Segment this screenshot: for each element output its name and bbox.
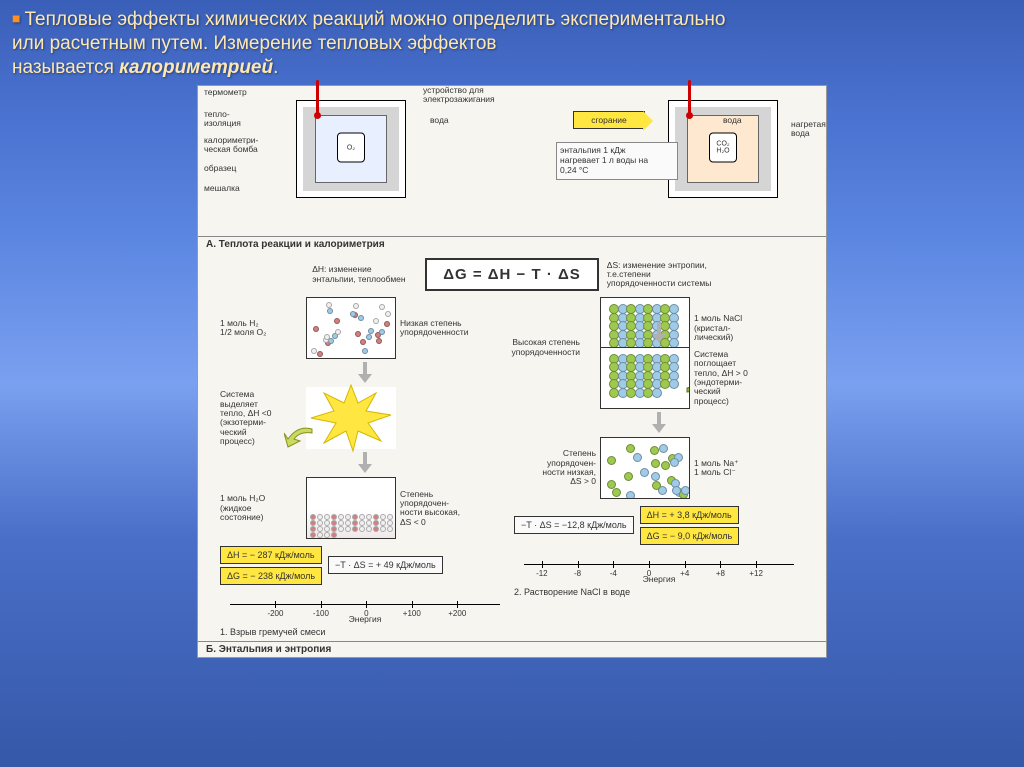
ds-definition: ΔS: изменение энтропии, т.е.степени упор… bbox=[607, 261, 712, 289]
r-step3-l: 1 моль Na⁺ 1 моль Cl⁻ bbox=[694, 459, 794, 478]
label-ignition: устройство для электрозажигания bbox=[423, 86, 495, 104]
l-step1-left: 1 моль H₂ 1/2 моля O₂ bbox=[220, 319, 302, 338]
dh-definition: ΔH: изменение энтальпии, теплообмен bbox=[312, 265, 417, 284]
combustion-arrow: сгорание bbox=[573, 111, 645, 129]
label-sample: образец bbox=[204, 164, 236, 173]
header-line1: Тепловые эффекты химических реакций можн… bbox=[24, 9, 725, 30]
left-column: 1 моль H₂ 1/2 моля O₂ Низкая степень упо… bbox=[220, 297, 510, 637]
l-results: ΔH = − 287 кДж/моль ΔG = − 238 кДж/моль … bbox=[220, 546, 510, 585]
l-axis: Энергия-200-1000+100+200 bbox=[220, 594, 510, 622]
l-dg: ΔG = − 238 кДж/моль bbox=[220, 567, 322, 585]
l-caption: 1. Взрыв гремучей смеси bbox=[220, 627, 510, 637]
down-arrow-icon bbox=[652, 412, 666, 434]
down-arrow-icon bbox=[358, 452, 372, 474]
section-b-title: Б. Энтальпия и энтропия bbox=[198, 641, 826, 657]
thermometer-icon-2 bbox=[688, 80, 691, 116]
l-step3-left: 1 моль H₂O (жидкое состояние) bbox=[220, 494, 302, 522]
section-a: O₂ CO₂ H₂O термометр тепло- изоляция кал… bbox=[198, 86, 826, 236]
label-water-r: вода bbox=[723, 116, 742, 125]
r-step2-l: Система поглощает тепло, ΔH > 0 (эндотер… bbox=[694, 350, 794, 406]
r-results: −T · ΔS = −12,8 кДж/моль ΔH = + 3,8 кДж/… bbox=[514, 506, 804, 545]
l-dh: ΔH = − 287 кДж/моль bbox=[220, 546, 322, 564]
thermometer-icon bbox=[316, 80, 319, 116]
l-step3-right: Степень упорядочен- ности высокая, ΔS < … bbox=[400, 490, 500, 527]
bomb-products: CO₂ H₂O bbox=[709, 133, 737, 163]
header-paragraph: ■Тепловые эффекты химических реакций мож… bbox=[0, 0, 1024, 83]
down-arrow-icon bbox=[652, 322, 666, 344]
section-b: ΔH: изменение энтальпии, теплообмен ΔG =… bbox=[198, 252, 826, 641]
label-water-l: вода bbox=[430, 116, 449, 125]
r-dh: ΔH = + 3,8 кДж/моль bbox=[640, 506, 740, 524]
down-arrow-icon bbox=[358, 362, 372, 384]
header-line3b: . bbox=[273, 57, 278, 78]
r-dg: ΔG = − 9,0 кДж/моль bbox=[640, 527, 740, 545]
header-line2: или расчетным путем. Измерение тепловых … bbox=[12, 33, 497, 54]
r-caption: 2. Растворение NaCl в воде bbox=[514, 587, 804, 597]
right-column: 1 моль NaCl (кристал- лический) Высокая … bbox=[514, 297, 804, 637]
l-box3 bbox=[306, 477, 396, 539]
label-thermometer: термометр bbox=[204, 88, 247, 97]
curve-arrow-right bbox=[685, 384, 690, 408]
r-step1-r: Высокая степень упорядоченности bbox=[498, 338, 580, 357]
l-ts: −T · ΔS = + 49 кДж/моль bbox=[328, 556, 443, 574]
bullet-icon: ■ bbox=[12, 10, 20, 26]
label-stirrer: мешалка bbox=[204, 184, 240, 193]
section-a-title: А. Теплота реакции и калориметрия bbox=[198, 236, 826, 252]
gibbs-equation: ΔG = ΔH − T · ΔS bbox=[425, 258, 599, 291]
explosion-icon bbox=[306, 383, 396, 453]
header-line3-em: калориметрией bbox=[119, 57, 273, 78]
label-insulation: тепло- изоляция bbox=[204, 110, 241, 128]
equation-row: ΔH: изменение энтальпии, теплообмен ΔG =… bbox=[202, 258, 822, 291]
r-step3-r: Степень упорядочен- ности низкая, ΔS > 0 bbox=[514, 449, 596, 486]
r-ts: −T · ΔS = −12,8 кДж/моль bbox=[514, 516, 634, 534]
diagram-panel: O₂ CO₂ H₂O термометр тепло- изоляция кал… bbox=[197, 85, 827, 658]
calorimeter-before: O₂ bbox=[286, 88, 416, 198]
label-bomb: калориметри- ческая бомба bbox=[204, 136, 258, 154]
l-box2 bbox=[306, 387, 396, 449]
l-box1 bbox=[306, 297, 396, 359]
bomb-o2: O₂ bbox=[337, 133, 365, 163]
l-step1-right: Низкая степень упорядоченности bbox=[400, 319, 500, 338]
enthalpy-note: энтальпия 1 кДж нагревает 1 л воды на 0,… bbox=[556, 142, 678, 179]
curve-arrow-left bbox=[284, 425, 314, 449]
r-box3 bbox=[600, 437, 690, 499]
label-heated: нагретая вода bbox=[791, 120, 826, 138]
r-axis: Энергия-12-8-40+4+8+12 bbox=[514, 554, 804, 582]
header-line3a: называется bbox=[12, 57, 119, 78]
r-box2 bbox=[600, 347, 690, 409]
